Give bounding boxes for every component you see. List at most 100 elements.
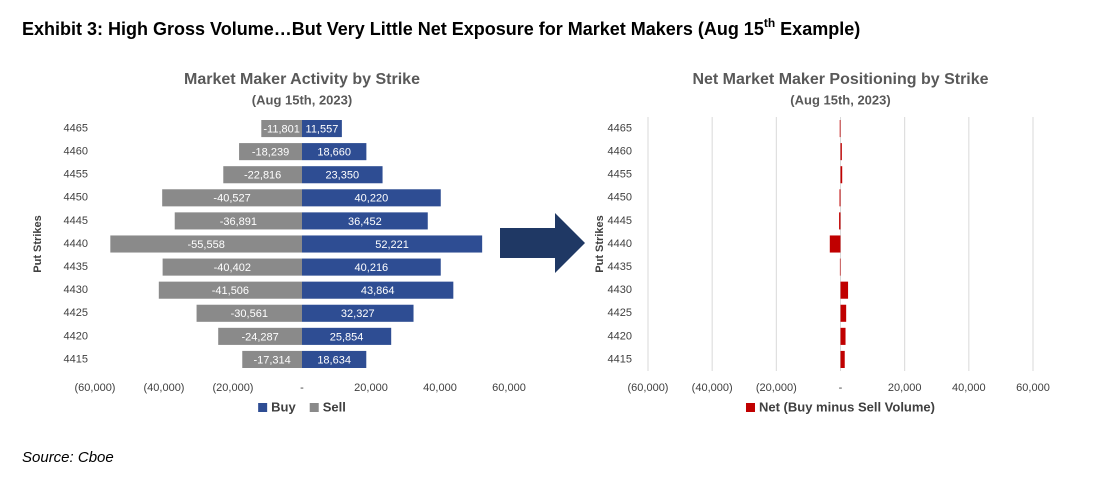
bar [223, 166, 302, 184]
data-label: 18,660 [317, 147, 351, 159]
y-tick-label: 4465 [608, 122, 632, 134]
y-tick-label: 4450 [64, 192, 88, 204]
data-label: -40,527 [213, 193, 250, 205]
data-label: 36,452 [348, 216, 382, 228]
exhibit-title: Exhibit 3: High Gross Volume…But Very Li… [22, 16, 860, 39]
data-label: -11,801 [263, 123, 300, 135]
bar [302, 143, 367, 161]
bar [302, 281, 454, 299]
chart-subtitle: (Aug 15th, 2023) [790, 92, 890, 107]
bar [261, 120, 302, 138]
legend-label: Sell [323, 399, 346, 414]
y-tick-label: 4425 [64, 307, 88, 319]
x-tick-label: (40,000) [144, 382, 185, 394]
y-tick-label: 4455 [64, 169, 88, 181]
bar [302, 304, 414, 322]
bar [839, 120, 841, 138]
y-tick-label: 4430 [64, 284, 88, 296]
data-label: 25,854 [330, 331, 364, 343]
bar [302, 350, 367, 368]
chart-title: Net Market Maker Positioning by Strike [692, 71, 988, 88]
chart-subtitle: (Aug 15th, 2023) [252, 92, 352, 107]
arrow [500, 213, 585, 273]
y-tick-label: 4460 [64, 146, 88, 158]
y-tick-label: 4465 [64, 122, 88, 134]
data-label: -24,287 [241, 331, 278, 343]
bar [302, 212, 428, 230]
data-label: 32,327 [341, 308, 375, 320]
bar [840, 350, 845, 368]
bar [840, 327, 846, 345]
y-tick-label: 4450 [608, 192, 632, 204]
legend-marker [745, 403, 755, 412]
data-label: 40,220 [355, 193, 389, 205]
legend-marker [258, 403, 268, 412]
data-label: -18,239 [252, 147, 289, 159]
data-label: -17,314 [253, 354, 290, 366]
legend-label: Net (Buy minus Sell Volume) [759, 399, 935, 414]
x-tick-label: (40,000) [692, 382, 733, 394]
bar [174, 212, 302, 230]
data-label: 11,557 [306, 123, 339, 135]
x-tick-label: 20,000 [888, 382, 922, 394]
bar [302, 235, 483, 253]
bar [302, 120, 342, 138]
title-text: Exhibit 3: High Gross Volume…But Very Li… [22, 19, 764, 39]
x-tick-label: 60,000 [492, 382, 526, 394]
y-axis-label: Put Strikes [594, 215, 606, 272]
bar [840, 143, 842, 161]
bar [839, 258, 841, 276]
data-label: 18,634 [317, 354, 351, 366]
y-tick-label: 4420 [64, 330, 88, 342]
bar [162, 189, 302, 207]
y-tick-label: 4415 [608, 353, 632, 365]
y-tick-label: 4420 [608, 330, 632, 342]
y-tick-label: 4460 [608, 146, 632, 158]
bar [196, 304, 302, 322]
y-tick-label: 4440 [608, 238, 632, 250]
legend-marker [309, 403, 319, 412]
data-label: -22,816 [244, 170, 281, 182]
data-label: -40,402 [214, 262, 251, 274]
data-label: -36,891 [220, 216, 257, 228]
y-tick-label: 4455 [608, 169, 632, 181]
data-label: -41,506 [212, 285, 249, 297]
chart-title: Market Maker Activity by Strike [184, 71, 420, 88]
bar [839, 189, 841, 207]
source: Source: Cboe [22, 449, 114, 466]
bar [239, 143, 302, 161]
data-label: -30,561 [231, 308, 268, 320]
bar [840, 281, 849, 299]
bar [162, 258, 302, 276]
y-tick-label: 4415 [64, 353, 88, 365]
data-label: -55,558 [188, 239, 225, 251]
y-tick-label: 4445 [64, 215, 88, 227]
bar [839, 212, 841, 230]
bar [110, 235, 303, 253]
x-tick-label: (60,000) [628, 382, 669, 394]
bar [829, 235, 841, 253]
bar [218, 327, 302, 345]
title-superscript: th [764, 16, 775, 30]
data-label: 23,350 [325, 170, 359, 182]
bar [302, 327, 392, 345]
bar [302, 189, 441, 207]
title-text: Example) [775, 19, 860, 39]
data-label: 43,864 [361, 285, 395, 297]
x-tick-label: (60,000) [75, 382, 116, 394]
y-tick-label: 4430 [608, 284, 632, 296]
x-tick-label: 60,000 [1016, 382, 1050, 394]
bar [302, 258, 441, 276]
bar [158, 281, 302, 299]
x-tick-label: 40,000 [423, 382, 457, 394]
x-tick-label: - [300, 382, 304, 394]
x-tick-label: 20,000 [354, 382, 388, 394]
data-label: 40,216 [355, 262, 389, 274]
x-tick-label: (20,000) [756, 382, 797, 394]
data-label: 52,221 [375, 239, 409, 251]
x-tick-label: 40,000 [952, 382, 986, 394]
y-tick-label: 4425 [608, 307, 632, 319]
bar [840, 304, 847, 322]
y-tick-label: 4435 [608, 261, 632, 273]
